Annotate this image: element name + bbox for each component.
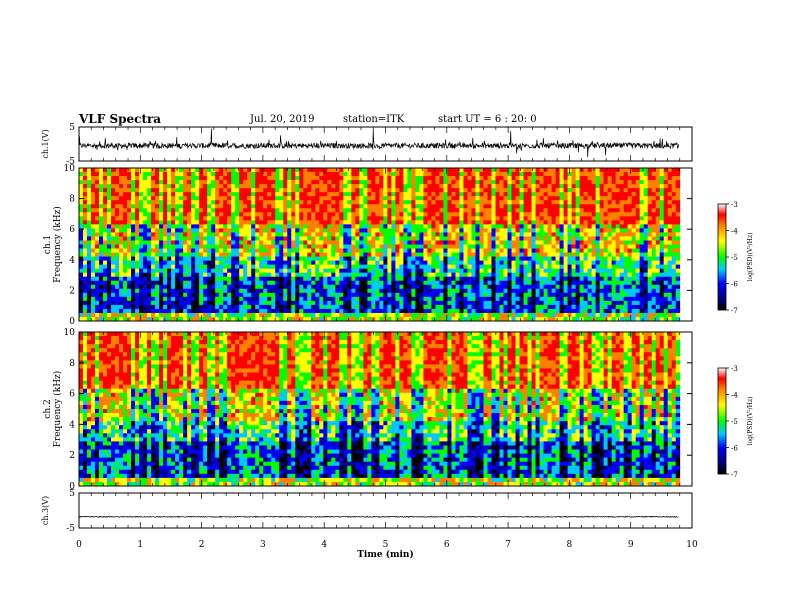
y-tick-label: 2 xyxy=(69,286,75,296)
y-axis-label: ch.1(V) xyxy=(41,129,50,158)
spectrogram-cells-ch2 xyxy=(79,332,681,487)
x-tick-label: 4 xyxy=(321,540,327,550)
y-tick-label: 8 xyxy=(69,195,75,205)
x-tick-label: 2 xyxy=(199,540,205,550)
spectrogram-cells-ch1 xyxy=(79,168,681,322)
station-label: station=ITK xyxy=(343,114,405,125)
y-axis-label: ch.1 xyxy=(43,235,53,254)
colorbar-tick-label: -6 xyxy=(731,445,738,453)
ch3-waveform-trace xyxy=(78,515,679,518)
y-tick-label: 6 xyxy=(69,390,75,400)
y-axis-label: Frequency (kHz) xyxy=(52,206,63,283)
x-tick-label: 1 xyxy=(137,540,143,550)
y-tick-label: -5 xyxy=(66,524,75,534)
colorbar-tick-label: -4 xyxy=(731,228,738,236)
x-axis-label: Time (min) xyxy=(357,549,414,560)
y-axis-label: Frequency (kHz) xyxy=(52,371,63,448)
x-tick-label: 10 xyxy=(686,540,698,550)
date-label: Jul. 20, 2019 xyxy=(250,114,315,125)
x-tick-label: 7 xyxy=(505,540,511,550)
y-tick-label: 8 xyxy=(69,359,75,369)
ch1-waveform-trace xyxy=(78,128,679,158)
x-tick-label: 8 xyxy=(567,540,573,550)
x-tick-label: 5 xyxy=(383,540,389,550)
x-tick-label: 6 xyxy=(444,540,450,550)
colorbar-tick-label: -7 xyxy=(731,307,738,315)
y-tick-label: 5 xyxy=(69,123,75,133)
figure-title: VLF Spectra xyxy=(79,112,162,126)
y-axis-label: ch.3(V) xyxy=(41,496,50,525)
y-tick-label: 10 xyxy=(64,328,76,338)
colorbar-tick-label: -7 xyxy=(731,471,738,479)
y-tick-label: 2 xyxy=(69,451,75,461)
x-tick-label: 9 xyxy=(628,540,634,550)
start-time-label: start UT = 6 : 20: 0 xyxy=(438,114,537,125)
x-tick-label: 0 xyxy=(76,540,82,550)
colorbar-tick-label: -5 xyxy=(731,418,738,426)
colorbar-tick-label: -3 xyxy=(731,201,738,209)
colorbar-tick-label: -3 xyxy=(731,365,738,373)
y-tick-label: 0 xyxy=(69,317,75,327)
y-tick-label: 4 xyxy=(69,256,75,266)
y-tick-label: 6 xyxy=(69,225,75,235)
y-axis-label: ch.2 xyxy=(43,399,53,418)
colorbar-tick-label: -5 xyxy=(731,254,738,262)
y-tick-label: 0 xyxy=(69,482,75,492)
colorbar-label: log(PSD)(V²/Hz) xyxy=(747,233,754,282)
y-tick-label: 10 xyxy=(64,164,76,174)
y-tick-label: -5 xyxy=(66,157,75,167)
colorbar-tick-label: -4 xyxy=(731,392,738,400)
y-tick-label: 5 xyxy=(69,489,75,499)
colorbar xyxy=(717,203,727,311)
colorbar-label: log(PSD)(V²/Hz) xyxy=(747,397,754,446)
colorbar xyxy=(717,367,727,475)
y-tick-label: 4 xyxy=(69,420,75,430)
colorbar-tick-label: -6 xyxy=(731,281,738,289)
x-tick-label: 3 xyxy=(260,540,266,550)
